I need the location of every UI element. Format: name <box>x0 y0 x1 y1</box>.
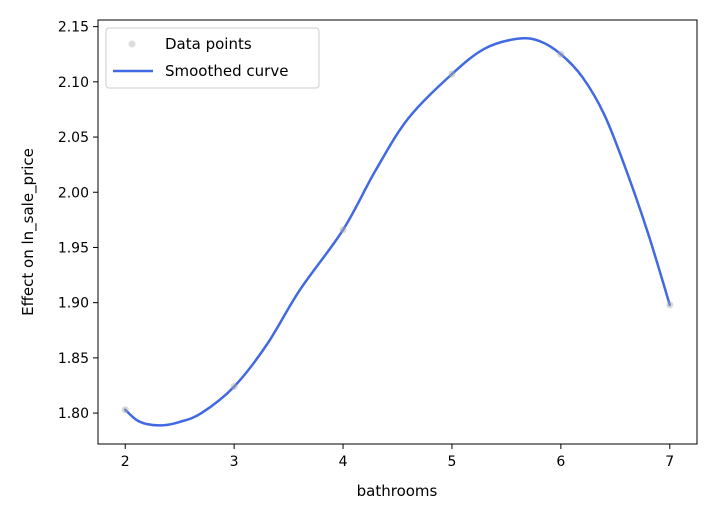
y-tick-label: 2.10 <box>58 75 89 91</box>
x-tick-label: 3 <box>230 454 239 470</box>
x-axis-label: bathrooms <box>357 482 438 500</box>
plot-marks <box>121 36 674 427</box>
x-tick-label: 5 <box>447 454 456 470</box>
data-point <box>666 301 674 309</box>
smoothed-curve-line <box>123 36 672 427</box>
y-tick-label: 2.15 <box>58 20 89 36</box>
y-tick-label: 1.90 <box>58 296 89 312</box>
data-point <box>448 70 456 78</box>
y-axis-label: Effect on ln_sale_price <box>19 148 38 316</box>
x-tick-label: 7 <box>665 454 674 470</box>
plot-frame <box>97 19 698 445</box>
x-tick-label: 6 <box>556 454 565 470</box>
legend-marker-data-points <box>128 40 136 48</box>
y-tick-label: 1.85 <box>58 351 89 367</box>
legend-label-smoothed-curve: Smoothed curve <box>165 62 288 80</box>
data-point <box>339 226 347 234</box>
y-tick-label: 2.00 <box>58 185 89 201</box>
y-tick-label: 1.80 <box>58 406 89 422</box>
x-tick-label: 4 <box>339 454 348 470</box>
y-axis: 1.80 1.85 1.90 1.95 2.00 2.05 2.10 2.15 <box>58 20 98 422</box>
x-tick-label: 2 <box>121 454 130 470</box>
data-point <box>557 50 565 58</box>
y-tick-label: 1.95 <box>58 240 89 256</box>
data-point <box>121 406 129 414</box>
legend-box <box>105 27 320 89</box>
legend: Data points Smoothed curve <box>105 27 320 89</box>
data-point <box>230 383 238 391</box>
x-axis: 2 3 4 5 6 7 <box>121 444 674 470</box>
y-tick-label: 2.05 <box>58 130 89 146</box>
legend-label-data-points: Data points <box>165 35 252 53</box>
